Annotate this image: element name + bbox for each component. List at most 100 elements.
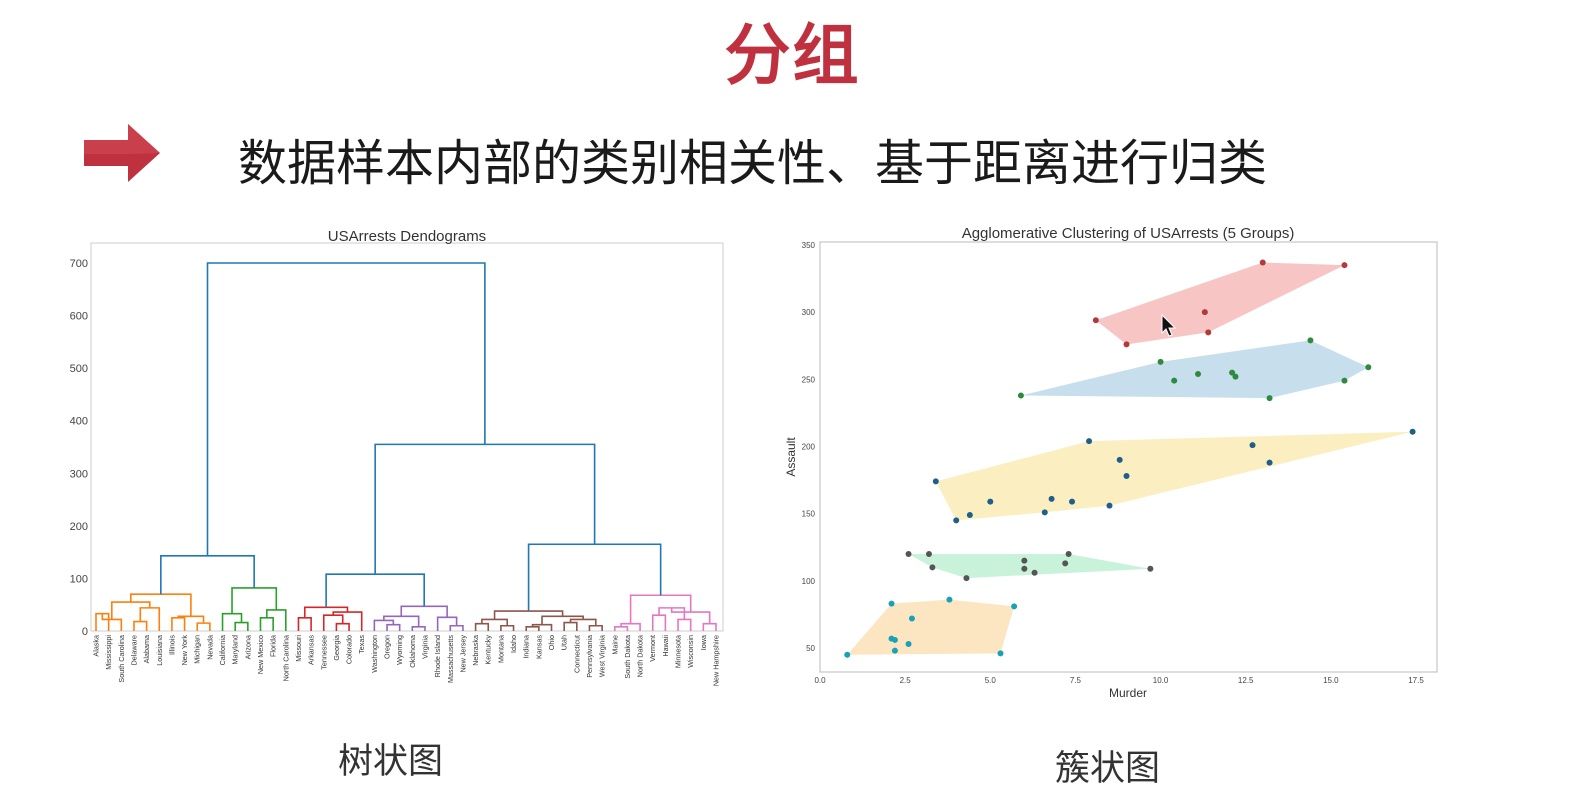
scatter-xtick-label: 17.5 xyxy=(1408,676,1424,685)
scatter-point xyxy=(1147,565,1154,572)
scatter-point xyxy=(1062,560,1069,567)
dendrogram-leaf-label: Missouri xyxy=(294,635,303,662)
scatter-point xyxy=(1249,442,1256,449)
scatter-point xyxy=(1307,337,1314,344)
cluster-hull xyxy=(847,599,1015,655)
dendrogram-link xyxy=(171,617,186,631)
dendrogram-link xyxy=(259,617,274,631)
scatter-ytick-label: 250 xyxy=(802,375,816,384)
scatter-point xyxy=(1201,309,1208,316)
dendrogram-leaf-label: South Carolina xyxy=(117,635,126,683)
dendrogram-leaf-label: New York xyxy=(180,635,189,666)
dendrogram-link xyxy=(474,622,490,631)
scatter-point xyxy=(1229,369,1236,376)
scatter-point xyxy=(1069,498,1076,505)
dendrogram-link xyxy=(677,618,692,631)
dendrogram-leaf-label: Tennessee xyxy=(319,635,328,670)
scatter-point xyxy=(1205,329,1212,336)
scatter-point xyxy=(1041,509,1048,516)
dendrogram-leaf-label: Pennsylvania xyxy=(585,635,594,678)
dendrogram-leaf-label: Iowa xyxy=(699,635,708,650)
scatter-point xyxy=(1409,428,1416,435)
scatter-point xyxy=(1086,438,1093,445)
dendrogram-link xyxy=(234,621,249,631)
dendrogram-link xyxy=(206,262,486,556)
scatter-point xyxy=(1195,370,1202,377)
dendrogram-leaf-label: Colorado xyxy=(345,635,354,664)
dendrogram-leaf-label: Oklahoma xyxy=(408,635,417,668)
dendrogram-leaf-label: Rhode Island xyxy=(433,635,442,677)
dendrogram-leaf-label: Texas xyxy=(357,635,366,654)
dendrogram-link xyxy=(373,619,395,631)
scatter-ytick-label: 200 xyxy=(802,443,816,452)
scatter-point xyxy=(1171,377,1178,384)
cluster-hull xyxy=(1020,340,1369,399)
scatter-ytick-label: 100 xyxy=(802,577,816,586)
dendrogram-leaf-label: North Carolina xyxy=(281,635,290,681)
dendrogram-leaf-label: New Jersey xyxy=(458,635,467,673)
dendrogram-ytick-label: 100 xyxy=(70,573,88,585)
dendrogram-leaf-label: New Hampshire xyxy=(712,635,721,686)
dendrogram-ytick-label: 600 xyxy=(70,311,88,323)
scatter-point xyxy=(1011,603,1018,610)
dendrogram-leaf-label: Louisiana xyxy=(155,635,164,666)
dendrogram-leaf-label: West Virginia xyxy=(598,635,607,677)
scatter-point xyxy=(1123,473,1130,480)
dendrogram-leaf-label: Ohio xyxy=(547,635,556,650)
cluster-scatter-chart: Agglomerative Clustering of USArrests (5… xyxy=(784,225,1438,700)
scatter-point xyxy=(891,636,898,643)
dendrogram-leaf-label: Nebraska xyxy=(471,635,480,666)
cluster-hull xyxy=(908,553,1151,579)
dendrogram-link xyxy=(335,622,350,631)
dendrogram-link xyxy=(500,624,515,631)
scatter-point xyxy=(1341,377,1348,384)
right-arrow-icon xyxy=(84,124,160,182)
dendrogram-link xyxy=(139,607,161,631)
scatter-point xyxy=(1106,502,1113,509)
dendrogram-plot-frame xyxy=(90,242,724,632)
dendrogram-link xyxy=(411,625,426,631)
dendrogram-link xyxy=(613,625,629,631)
scatter-point xyxy=(905,550,912,557)
dendrogram-link xyxy=(133,620,148,631)
dendrogram-link xyxy=(374,443,596,575)
dendrogram-ytick-label: 700 xyxy=(70,258,88,270)
cluster-hull xyxy=(935,431,1413,521)
dendrogram-link xyxy=(95,612,110,631)
scatter-point xyxy=(1116,456,1123,463)
scatter-point xyxy=(905,640,912,647)
dendrogram-leaf-label: Kentucky xyxy=(484,635,493,665)
dendrogram-leaf-label: Hawaii xyxy=(661,635,670,657)
dendrogram-ytick-label: 0 xyxy=(82,626,88,638)
scatter-point xyxy=(1232,373,1239,380)
scatter-point xyxy=(1017,392,1024,399)
scatter-xtick-label: 2.5 xyxy=(900,676,912,685)
dendrogram-leaf-label: Utah xyxy=(560,635,569,650)
scatter-point xyxy=(932,478,939,485)
scatter-point xyxy=(929,564,936,571)
dendrogram-ytick-label: 200 xyxy=(70,521,88,533)
dendrogram-link xyxy=(449,624,464,631)
dendrogram-link xyxy=(303,606,349,618)
dendrogram-link xyxy=(325,573,425,608)
dendrogram-link xyxy=(702,622,717,631)
dendrogram-ytick-label: 500 xyxy=(70,363,88,375)
slide-subtitle: 数据样本内部的类别相关性、基于距离进行归类 xyxy=(238,135,1268,192)
dendrogram-link xyxy=(525,625,540,631)
dendrogram-leaf-label: Oregon xyxy=(383,635,392,659)
dendrogram-leaf-label: Maine xyxy=(610,635,619,655)
scatter-ylabel: Assault xyxy=(784,437,798,477)
scatter-point xyxy=(1259,259,1266,266)
dendrogram-leaf-label: Vermont xyxy=(648,635,657,662)
scatter-point xyxy=(1341,262,1348,269)
scatter-point xyxy=(925,550,932,557)
dendrogram-link xyxy=(386,623,401,631)
scatter-xtick-label: 0.0 xyxy=(814,676,826,685)
dendrogram-leaf-label: Illinois xyxy=(167,635,176,655)
dendrogram-leaf-label: North Dakota xyxy=(636,635,645,677)
scatter-point xyxy=(1031,569,1038,576)
dendrogram-leaf-label: Michigan xyxy=(193,635,202,664)
scatter-point xyxy=(1021,557,1028,564)
dendrogram-leaf-label: Massachusetts xyxy=(446,635,455,683)
scatter-point xyxy=(1065,550,1072,557)
